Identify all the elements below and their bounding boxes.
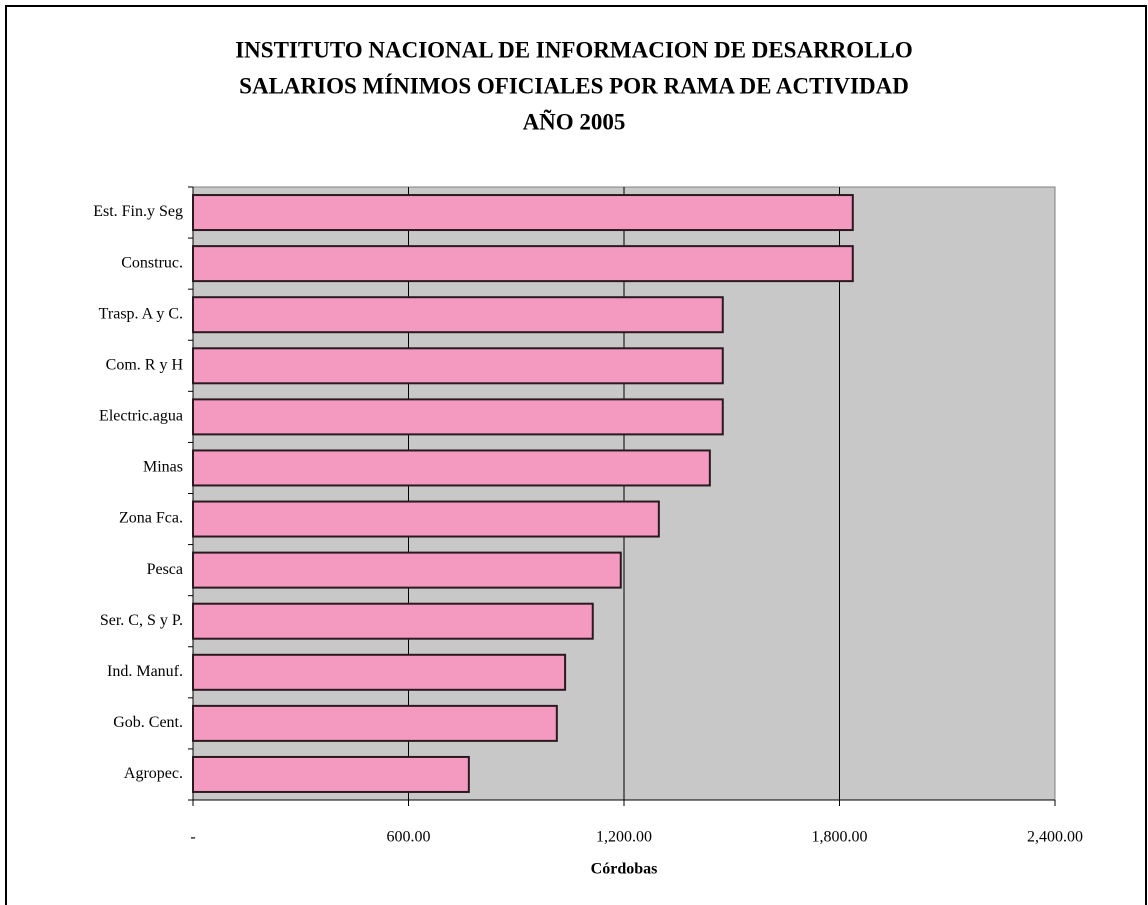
x-tick-label: 600.00 [387, 829, 431, 846]
bar [192, 398, 724, 436]
y-tick-label: Trasp. A y C. [99, 305, 183, 322]
bar [192, 704, 558, 742]
bar [192, 551, 622, 589]
y-tick-label: Minas [143, 459, 183, 476]
y-tick-label: Electric.agua [99, 408, 183, 425]
frame [5, 5, 1147, 905]
y-tick-label: Construc. [121, 254, 183, 271]
y-tick-label: Zona Fca. [119, 510, 183, 527]
x-tick-label: 1,800.00 [812, 829, 868, 846]
chart-title: SALARIOS MÍNIMOS OFICIALES POR RAMA DE A… [239, 73, 909, 98]
bar [192, 449, 711, 487]
y-tick-label: Pesca [147, 561, 183, 578]
bar [192, 245, 854, 283]
bar [192, 500, 660, 538]
y-tick-label: Gob. Cent. [113, 714, 183, 731]
chart-title: INSTITUTO NACIONAL DE INFORMACION DE DES… [235, 37, 913, 62]
bar [192, 296, 724, 334]
y-tick-label: Ser. C, S y P. [100, 612, 183, 629]
x-tick-label: 2,400.00 [1027, 829, 1083, 846]
y-tick-label: Agropec. [124, 765, 183, 782]
chart-title: AÑO 2005 [523, 109, 626, 134]
bar [192, 347, 724, 385]
y-tick-label: Com. R y H [106, 356, 184, 373]
y-tick-label: Ind. Manuf. [107, 663, 183, 680]
x-axis-label: Córdobas [591, 861, 658, 878]
bar [192, 602, 594, 640]
x-tick-label: - [190, 829, 195, 846]
x-tick-label: 1,200.00 [596, 829, 652, 846]
bar [192, 653, 567, 691]
bar [192, 755, 470, 793]
y-tick-label: Est. Fin.y Seg [93, 203, 183, 220]
bar [192, 194, 854, 232]
